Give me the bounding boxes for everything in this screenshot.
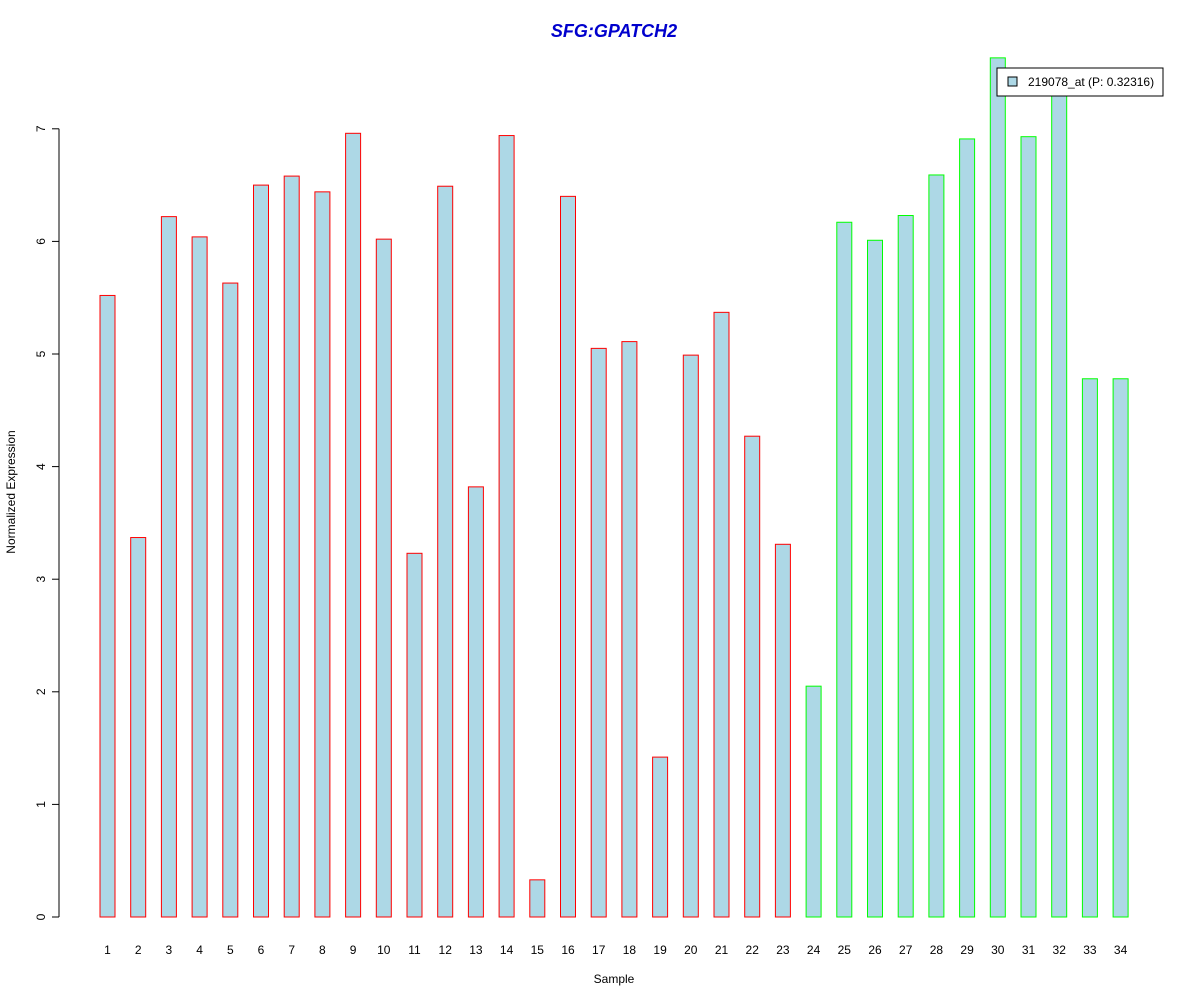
x-tick-label: 10 [377,943,391,957]
x-tick-label: 14 [500,943,514,957]
bar [1051,94,1068,918]
bar [590,347,607,918]
bar [805,685,822,918]
x-axis-title: Sample [594,972,635,986]
y-axis: 0 1 2 3 4 5 6 7 [34,125,60,920]
x-tick-label: 12 [439,943,453,957]
x-tick-label: 31 [1022,943,1036,957]
bar [928,174,945,918]
bar [283,175,300,918]
x-tick-label: 9 [350,943,357,957]
x-tick-label: 32 [1053,943,1067,957]
bar [867,239,883,918]
x-tick-label: 2 [135,943,142,957]
bar [836,221,853,918]
y-tick-label: 4 [34,463,48,470]
bar [652,756,669,918]
bar [959,138,976,918]
x-tick-label: 33 [1083,943,1097,957]
bar [621,341,638,918]
legend-box [996,67,1164,97]
y-tick-label: 6 [34,238,48,245]
x-tick-label: 24 [807,943,821,957]
x-tick-label: 27 [899,943,913,957]
legend: 219078_at (P: 0.32316) [996,67,1164,97]
bar [375,238,392,918]
x-tick-label: 15 [531,943,545,957]
bar [1112,378,1129,918]
bar [989,57,1006,918]
bar [529,879,546,918]
y-tick-label: 2 [34,688,48,695]
x-tick-label: 18 [623,943,637,957]
legend-swatch [1007,76,1018,87]
x-tick-label: 8 [319,943,326,957]
chart-title: SFG:GPATCH2 [551,21,677,41]
bar [1081,378,1098,918]
x-tick-label: 3 [166,943,173,957]
bar [744,435,761,918]
bar [682,354,699,918]
y-axis-title: Normalized Expression [4,430,18,553]
bar-series [99,57,1129,918]
x-tick-label: 23 [776,943,790,957]
x-tick-labels: 1 2 3 4 5 6 7 8 9 10 11 12 13 14 15 16 17 18 19 20 21 22 23 24 2… [104,943,1127,957]
bar [774,543,791,918]
bar [314,191,331,918]
bar [345,132,362,918]
x-tick-label: 4 [196,943,203,957]
bar [160,216,177,918]
bar [191,236,208,918]
x-tick-label: 1 [104,943,111,957]
bar [406,552,423,918]
x-tick-label: 11 [408,943,421,957]
x-tick-label: 29 [960,943,974,957]
bar [253,184,269,918]
y-tick-label: 0 [34,913,48,920]
y-tick-label: 7 [34,125,48,132]
x-tick-label: 20 [684,943,698,957]
bar [222,282,239,918]
bar [1020,136,1037,918]
x-tick-label: 17 [592,943,606,957]
y-tick-label: 1 [34,801,48,808]
bar [437,185,454,918]
bar [99,294,116,918]
bar [897,215,914,918]
bar [467,486,484,918]
x-tick-label: 25 [838,943,852,957]
x-tick-label: 13 [469,943,483,957]
x-tick-label: 7 [288,943,295,957]
bar [713,311,730,918]
x-tick-label: 22 [746,943,760,957]
bar [560,195,576,918]
y-tick-label: 3 [34,576,48,583]
x-tick-label: 30 [991,943,1005,957]
bar [498,135,515,918]
x-tick-label: 6 [258,943,265,957]
y-tick-label: 5 [34,350,48,357]
legend-label: 219078_at (P: 0.32316) [1028,75,1154,89]
x-tick-label: 34 [1114,943,1128,957]
x-tick-label: 19 [653,943,667,957]
x-tick-label: 21 [715,943,729,957]
x-tick-label: 16 [561,943,575,957]
x-tick-label: 28 [930,943,944,957]
x-tick-label: 26 [868,943,882,957]
bar [130,537,147,918]
x-tick-label: 5 [227,943,234,957]
